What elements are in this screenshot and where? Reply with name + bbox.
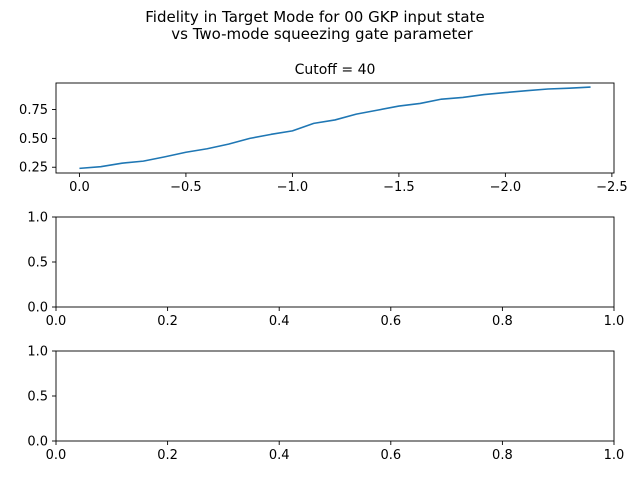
x-tick-label: −0.5 [170,180,202,195]
y-tick-label: 0.5 [27,256,48,271]
x-tick-label: −1.5 [383,180,415,195]
y-tick-label: 1.0 [27,211,48,226]
y-tick-label: 0.5 [27,390,48,405]
y-tick-label: 1.0 [27,345,48,360]
x-tick-label: 0.2 [157,448,178,463]
y-tick-label: 0.0 [27,301,48,316]
x-tick-label: 1.0 [604,448,625,463]
y-tick-label: 0.25 [19,161,48,176]
y-tick-label: 0.75 [19,103,48,118]
x-tick-label: 0.4 [269,448,290,463]
x-tick-label: 0.0 [69,180,90,195]
axes-title: Cutoff = 40 [295,62,376,78]
x-tick-label: 0.4 [269,314,290,329]
x-tick-label: −1.0 [277,180,309,195]
x-tick-label: 0.6 [380,448,401,463]
x-tick-label: 1.0 [604,314,625,329]
subplot-middle: 0.0 0.2 0.4 0.6 0.8 1.0 0.0 0.5 1.0 [27,211,624,330]
subplot-bottom: 0.0 0.2 0.4 0.6 0.8 1.0 0.0 0.5 1.0 [27,345,624,464]
x-tick-label: 0.0 [46,448,67,463]
subplot-top: Cutoff = 40 0.0 −0.5 −1.0 −1.5 −2.0 −2.5 0.25 0.… [19,62,628,195]
x-tick-label: 0.2 [157,314,178,329]
x-tick-label: 0.6 [380,314,401,329]
y-tick-label: 0.50 [19,132,48,147]
x-tick-label: −2.5 [596,180,628,195]
x-tick-label: 0.8 [492,314,513,329]
series-line-0 [79,86,591,170]
x-tick-label: −2.0 [490,180,522,195]
figure-title-line-1: Fidelity in Target Mode for 00 GKP input… [145,8,484,26]
y-tick-label: 0.0 [27,435,48,450]
axes-frame [55,82,615,174]
x-tick-label: 0.0 [46,314,67,329]
x-tick-label: 0.8 [492,448,513,463]
figure-title-line-2: vs Two-mode squeezing gate parameter [171,25,473,43]
